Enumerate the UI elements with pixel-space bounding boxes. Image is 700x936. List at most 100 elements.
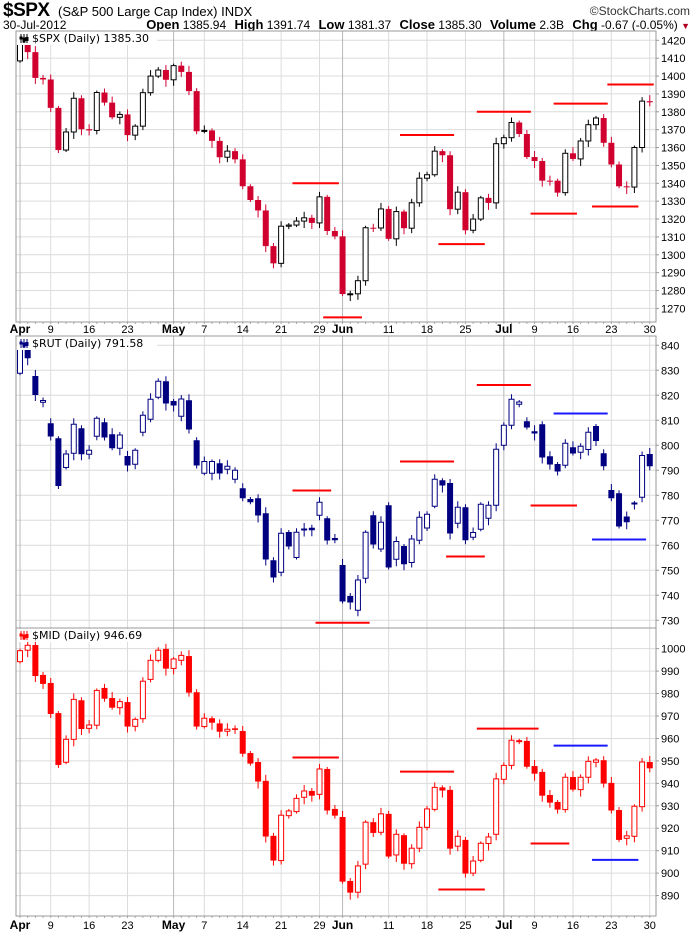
candle-body-filled — [55, 713, 62, 765]
candle — [86, 124, 93, 136]
candle-body-filled — [370, 227, 377, 229]
candle-body-hollow — [493, 448, 500, 506]
candle — [377, 516, 384, 552]
candle — [301, 523, 308, 537]
candle-body-hollow — [139, 92, 146, 127]
candle — [554, 178, 561, 197]
candle — [577, 774, 584, 797]
candle — [324, 194, 331, 235]
candle — [40, 74, 47, 85]
candle-body-hollow — [500, 764, 507, 780]
copyright-link[interactable]: ©StockCharts.com — [589, 4, 690, 18]
y-tick-label: 930 — [661, 801, 679, 813]
candle-body-filled — [600, 453, 607, 467]
candle — [585, 756, 592, 784]
candle — [454, 830, 461, 852]
candle — [593, 116, 599, 130]
candle-body-filled — [101, 92, 108, 103]
candle-body-hollow — [477, 503, 484, 530]
candle-body-filled — [47, 79, 54, 108]
candle-body-hollow — [577, 445, 584, 453]
candle — [639, 451, 646, 503]
candle — [17, 648, 23, 664]
candle — [101, 88, 108, 106]
x-tick-label: 18 — [421, 324, 433, 336]
candle — [631, 501, 638, 510]
candle-body-hollow — [500, 137, 507, 145]
candle — [55, 436, 62, 489]
candle — [354, 860, 361, 899]
y-tick-label: 1320 — [661, 214, 685, 226]
candle-body-hollow — [631, 502, 638, 505]
candle-body-hollow — [393, 541, 400, 560]
candle-body-hollow — [354, 579, 361, 611]
candle — [162, 376, 169, 411]
candle-body-filled — [209, 130, 215, 141]
candle-body-filled — [623, 186, 630, 188]
candle — [477, 195, 484, 222]
legend-body — [22, 342, 26, 348]
candle — [70, 92, 77, 139]
candle-body-filled — [262, 513, 269, 560]
candle-body-hollow — [585, 431, 592, 450]
candle-body-hollow — [454, 191, 461, 210]
candle — [293, 794, 300, 814]
y-tick-label: 1310 — [661, 232, 685, 244]
legend-bg — [17, 32, 157, 45]
candle — [462, 504, 469, 545]
candle — [500, 134, 507, 149]
x-tick-label: 23 — [605, 920, 617, 932]
low-label: Low — [318, 17, 345, 32]
candle-body-hollow — [431, 150, 438, 176]
candle — [32, 639, 39, 683]
y-tick-label: 1340 — [661, 178, 685, 190]
candle-body-filled — [247, 499, 254, 503]
candle — [569, 441, 576, 456]
candle — [278, 810, 285, 865]
y-tick-label: 970 — [661, 711, 679, 723]
panel-legend: $RUT (Daily) 791.58 — [32, 337, 143, 350]
panel-legend: $SPX (Daily) 1385.30 — [32, 32, 149, 45]
candle-body-filled — [569, 447, 576, 454]
y-tick-label: 890 — [661, 891, 679, 903]
candle-body-hollow — [562, 776, 569, 811]
y-tick-label: 830 — [661, 365, 679, 377]
x-tick-label: 14 — [237, 324, 249, 336]
candle-body-filled — [170, 401, 177, 406]
candle-body-hollow — [493, 143, 500, 204]
candle — [477, 502, 484, 532]
candle-body-hollow — [377, 208, 384, 229]
candle-body-filled — [308, 217, 315, 223]
candle — [285, 808, 292, 819]
candle — [646, 756, 653, 773]
candle — [370, 223, 377, 232]
x-tick-label: 11 — [383, 920, 394, 932]
candle-body-hollow — [170, 65, 177, 81]
candle-body-hollow — [116, 113, 123, 118]
candle — [178, 651, 185, 666]
candle — [339, 559, 346, 604]
y-tick-label: 920 — [661, 823, 679, 835]
candle-body-filled — [447, 789, 454, 849]
candle-body-filled — [239, 159, 246, 187]
candle — [139, 411, 146, 437]
candle-body-hollow — [147, 75, 154, 94]
candle-body-hollow — [86, 724, 93, 729]
candle-body-filled — [78, 700, 85, 730]
candle-body-filled — [124, 456, 131, 466]
legend-body — [25, 37, 29, 41]
x-tick-label: 9 — [531, 324, 537, 336]
candle — [40, 671, 47, 689]
candle — [623, 830, 630, 846]
candle-body-hollow — [285, 224, 292, 227]
candle — [255, 494, 262, 523]
plot-border — [15, 627, 657, 917]
candle — [239, 726, 246, 757]
candle-body-filled — [193, 692, 200, 727]
candle-body-hollow — [24, 644, 31, 651]
legend-bg — [17, 337, 157, 350]
candle-body-filled — [331, 230, 338, 237]
candle — [339, 811, 346, 884]
candle-body-filled — [24, 42, 31, 53]
